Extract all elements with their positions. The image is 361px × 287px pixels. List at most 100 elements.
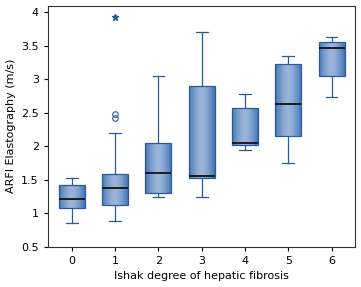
Bar xyxy=(206,86,207,179)
Bar xyxy=(194,86,195,179)
Bar xyxy=(235,108,236,145)
Bar xyxy=(127,174,128,205)
Bar xyxy=(162,143,163,193)
Bar xyxy=(293,64,294,136)
Bar xyxy=(239,108,240,145)
Bar xyxy=(285,64,286,136)
Bar xyxy=(122,174,123,205)
Bar xyxy=(202,86,203,179)
Bar xyxy=(193,86,194,179)
Bar xyxy=(281,64,282,136)
Bar xyxy=(191,86,192,179)
Bar xyxy=(214,86,215,179)
Bar xyxy=(70,185,71,208)
Bar xyxy=(280,64,281,136)
Bar xyxy=(106,174,107,205)
Bar xyxy=(155,143,156,193)
Bar xyxy=(111,174,112,205)
Bar xyxy=(341,42,342,76)
Bar xyxy=(257,108,258,145)
Bar xyxy=(124,174,125,205)
Bar xyxy=(157,143,158,193)
Bar xyxy=(110,174,111,205)
Bar xyxy=(343,42,344,76)
Bar xyxy=(62,185,63,208)
Bar xyxy=(337,42,338,76)
Bar xyxy=(84,185,85,208)
Bar xyxy=(78,185,79,208)
Bar xyxy=(112,174,113,205)
Bar xyxy=(117,174,118,205)
Bar xyxy=(68,185,69,208)
Bar xyxy=(64,185,65,208)
Bar xyxy=(160,143,161,193)
Bar xyxy=(152,143,153,193)
Bar xyxy=(210,86,211,179)
Bar xyxy=(202,86,203,179)
Bar xyxy=(102,174,103,205)
Bar xyxy=(199,86,200,179)
Bar xyxy=(329,42,330,76)
Bar xyxy=(125,174,126,205)
Bar xyxy=(72,185,73,208)
Bar xyxy=(319,42,345,76)
Bar xyxy=(327,42,328,76)
Bar xyxy=(82,185,83,208)
Bar xyxy=(252,108,253,145)
Bar xyxy=(255,108,256,145)
Bar xyxy=(236,108,237,145)
Bar xyxy=(164,143,165,193)
Bar xyxy=(244,108,245,145)
Bar xyxy=(77,185,78,208)
Bar xyxy=(276,64,277,136)
Bar xyxy=(240,108,241,145)
Bar xyxy=(213,86,214,179)
Bar xyxy=(114,174,115,205)
Bar xyxy=(336,42,337,76)
Bar xyxy=(83,185,84,208)
Bar xyxy=(119,174,120,205)
Bar xyxy=(169,143,170,193)
Bar xyxy=(71,185,72,208)
Bar xyxy=(65,185,66,208)
Bar xyxy=(286,64,287,136)
Bar xyxy=(334,42,335,76)
Bar xyxy=(284,64,285,136)
Bar xyxy=(248,108,249,145)
Bar xyxy=(115,174,116,205)
Bar xyxy=(237,108,238,145)
Bar xyxy=(197,86,198,179)
Bar xyxy=(198,86,199,179)
Bar xyxy=(246,108,247,145)
Bar xyxy=(242,108,243,145)
Bar xyxy=(282,64,283,136)
Bar xyxy=(151,143,152,193)
Bar xyxy=(208,86,209,179)
Bar xyxy=(299,64,300,136)
Bar xyxy=(108,174,109,205)
Bar xyxy=(190,86,191,179)
Bar xyxy=(247,108,248,145)
Bar xyxy=(256,108,257,145)
Bar xyxy=(66,185,67,208)
Bar xyxy=(279,64,280,136)
Bar xyxy=(150,143,151,193)
Bar xyxy=(241,108,242,145)
Bar xyxy=(242,108,243,145)
Bar xyxy=(75,185,76,208)
Bar xyxy=(167,143,168,193)
Bar xyxy=(161,143,162,193)
Bar xyxy=(283,64,284,136)
Bar xyxy=(328,42,329,76)
Bar xyxy=(323,42,324,76)
Bar xyxy=(189,86,190,179)
Bar xyxy=(59,185,60,208)
Bar xyxy=(81,185,82,208)
Bar xyxy=(335,42,336,76)
Bar xyxy=(109,174,110,205)
Bar xyxy=(332,42,333,76)
Bar xyxy=(159,143,160,193)
Bar xyxy=(234,108,235,145)
Bar xyxy=(319,42,320,76)
Bar xyxy=(207,86,208,179)
